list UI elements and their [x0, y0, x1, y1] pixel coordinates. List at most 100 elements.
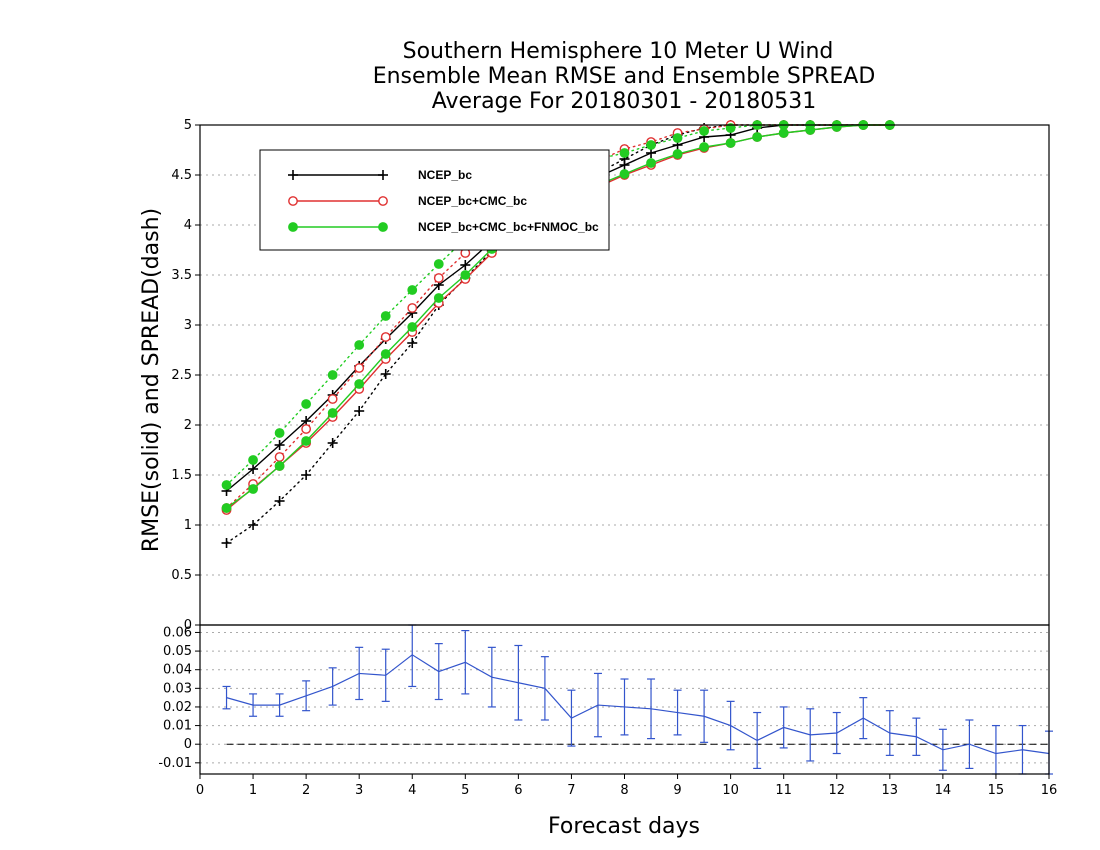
chart-title: Southern Hemisphere 10 Meter U Wind Ense… — [373, 39, 876, 114]
error-bar — [540, 656, 549, 721]
open-circle-marker — [301, 424, 312, 434]
plus-marker — [301, 470, 312, 480]
error-bar — [567, 689, 576, 747]
filled-circle-marker — [301, 399, 312, 409]
error-bar — [647, 678, 656, 740]
y-tick-label: 3.5 — [171, 268, 192, 283]
plus-marker — [327, 438, 338, 448]
y-tick-label: -0.01 — [158, 756, 192, 771]
x-tick-label: 14 — [935, 783, 952, 798]
y-tick-label: 0.06 — [163, 625, 192, 640]
filled-circle-marker — [274, 428, 285, 438]
plus-marker — [407, 338, 418, 348]
error-bar — [991, 724, 1000, 775]
x-tick-label: 16 — [1041, 783, 1058, 798]
x-tick-label: 10 — [722, 783, 739, 798]
y-tick-label: 0 — [184, 737, 192, 752]
filled-circle-marker — [380, 349, 391, 359]
filled-circle-marker — [752, 132, 763, 142]
plus-marker — [274, 496, 285, 506]
y-tick-label: 2.5 — [171, 368, 192, 383]
bottom-y-axis: -0.01 0 0.01 0.02 0.03 0.04 0.05 0.06 — [158, 625, 200, 771]
series-line — [226, 654, 1050, 755]
error-bar — [832, 711, 841, 755]
filled-circle-marker — [380, 311, 391, 321]
difference-series — [222, 624, 1053, 775]
title-line-1: Southern Hemisphere 10 Meter U Wind — [403, 39, 834, 64]
open-circle-marker — [354, 363, 365, 373]
filled-circle-marker — [407, 322, 418, 332]
y-tick-label: 0.04 — [163, 663, 192, 678]
filled-circle-marker — [433, 293, 444, 303]
y-tick-label: 4.5 — [171, 168, 192, 183]
filled-circle-marker — [327, 370, 338, 380]
filled-circle-marker — [221, 480, 232, 490]
legend-label: NCEP_bc+CMC_bc+FNMOC_bc — [418, 220, 599, 234]
error-bar — [487, 646, 496, 708]
y-tick-label: 4 — [184, 218, 192, 233]
y-tick-label: 0.05 — [163, 644, 192, 659]
y-tick-label: 1 — [184, 518, 192, 533]
y-tick-label: 0.5 — [171, 568, 192, 583]
error-bar — [302, 680, 311, 712]
y-tick-label: 5 — [184, 118, 192, 133]
plus-marker — [354, 406, 365, 416]
filled-circle-marker — [672, 133, 683, 143]
top-y-axis: 0 0.5 1 1.5 2 2.5 3 3.5 4 4.5 5 — [171, 118, 200, 633]
open-circle-marker — [288, 196, 298, 206]
filled-circle-marker — [221, 503, 232, 513]
filled-circle-marker — [274, 461, 285, 471]
y-axis-label: RMSE(solid) and SPREAD(dash) — [139, 208, 164, 552]
y-tick-label: 3 — [184, 318, 192, 333]
error-bar — [408, 624, 417, 688]
plus-marker — [288, 170, 298, 180]
filled-circle-marker — [672, 149, 683, 159]
plus-marker — [378, 170, 388, 180]
x-axis-label: Forecast days — [548, 814, 700, 839]
error-bar — [912, 717, 921, 756]
title-line-3: Average For 20180301 - 20180531 — [432, 89, 817, 114]
bottom-panel-series — [222, 624, 1053, 775]
filled-circle-marker — [699, 126, 709, 136]
x-tick-label: 13 — [882, 783, 899, 798]
error-bar — [965, 719, 974, 770]
plus-marker — [274, 440, 285, 450]
filled-circle-marker — [354, 379, 365, 389]
error-bar — [328, 667, 337, 706]
filled-circle-marker — [778, 128, 789, 138]
error-bar — [726, 700, 735, 751]
open-circle-marker — [433, 273, 444, 283]
y-tick-label: 0 — [184, 618, 192, 633]
filled-circle-marker — [288, 222, 298, 232]
error-bar — [434, 643, 443, 701]
error-bar — [381, 648, 390, 702]
filled-circle-marker — [433, 259, 444, 269]
filled-circle-marker — [327, 408, 338, 418]
filled-circle-marker — [619, 148, 630, 158]
y-tick-label: 1.5 — [171, 468, 192, 483]
x-tick-label: 7 — [567, 783, 575, 798]
filled-circle-marker — [725, 123, 736, 133]
filled-circle-marker — [378, 222, 388, 232]
x-tick-label: 12 — [828, 783, 845, 798]
filled-circle-marker — [248, 455, 258, 465]
x-tick-label: 9 — [673, 783, 681, 798]
filled-circle-marker — [460, 270, 471, 280]
plus-marker — [460, 260, 471, 270]
open-circle-marker — [380, 332, 391, 342]
legend-box — [259, 149, 610, 251]
filled-circle-marker — [301, 436, 312, 446]
legend-item: NCEP_bc+CMC_bc — [288, 194, 527, 208]
error-bar — [938, 728, 947, 771]
x-tick-label: 5 — [461, 783, 469, 798]
filled-circle-marker — [248, 484, 258, 494]
y-tick-label: 0.01 — [163, 719, 192, 734]
error-bar — [461, 629, 470, 695]
y-tick-label: 0.03 — [163, 681, 192, 696]
error-bar — [673, 689, 682, 736]
filled-circle-marker — [407, 285, 418, 295]
error-bar — [222, 685, 231, 710]
error-bar — [355, 646, 364, 701]
error-bar — [753, 711, 762, 770]
